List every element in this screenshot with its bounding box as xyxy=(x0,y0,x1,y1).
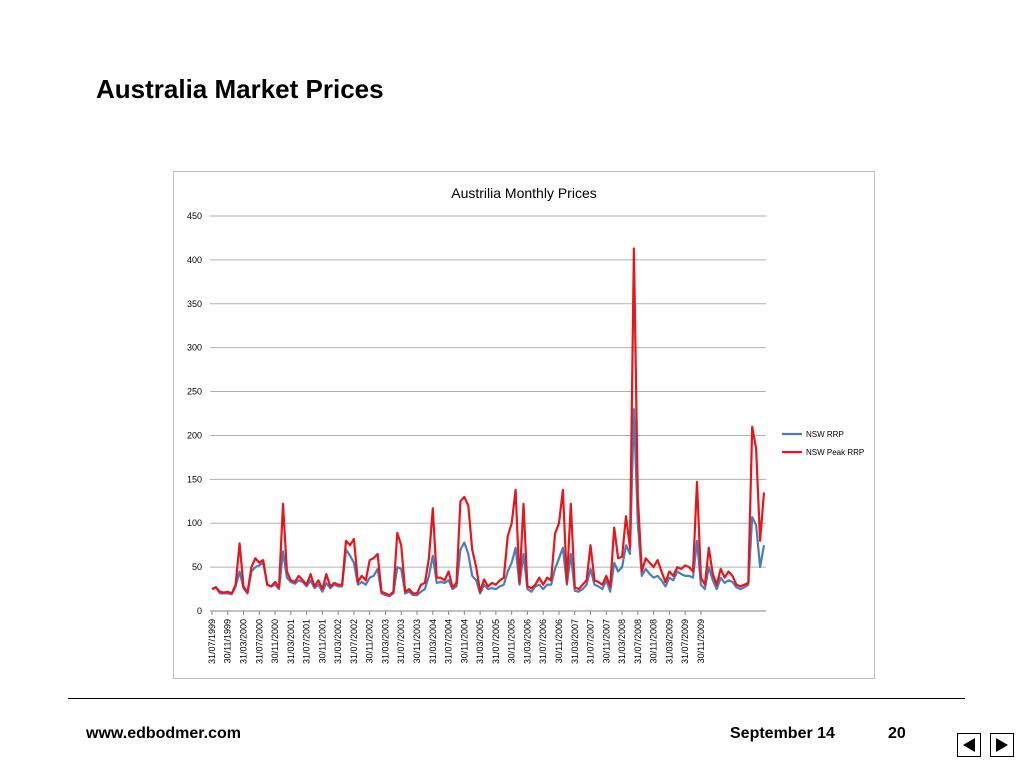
x-tick-label: 31/07/2001 xyxy=(302,619,312,664)
x-axis-ticks: 31/07/1999 30/11/1999 31/03/2000 31/07/2000… xyxy=(207,611,706,664)
x-tick-label: 31/07/2005 xyxy=(491,619,501,664)
x-tick-label: 31/07/2003 xyxy=(396,619,406,664)
chart-gridlines xyxy=(210,215,766,612)
y-tick-label: 400 xyxy=(187,255,202,265)
x-tick-label: 31/07/2004 xyxy=(444,619,454,664)
y-tick-label: 250 xyxy=(187,387,202,397)
x-tick-label: 30/11/2004 xyxy=(459,619,469,663)
series-line-nsw-peak-rrp xyxy=(211,247,766,597)
x-tick-label: 31/07/2008 xyxy=(633,619,643,664)
footer-divider xyxy=(68,698,965,699)
x-tick-label: 30/11/2001 xyxy=(317,619,327,663)
price-line-chart: Austrilia Monthly Prices 0 50 100 150 200 250… xyxy=(187,185,864,664)
next-slide-button[interactable] xyxy=(990,733,1014,757)
slide-title: Australia Market Prices xyxy=(96,74,384,104)
x-tick-label: 30/11/2009 xyxy=(696,619,706,663)
x-tick-label: 31/03/2004 xyxy=(428,619,438,664)
x-tick-label: 31/03/2005 xyxy=(475,619,485,664)
y-tick-label: 50 xyxy=(192,562,202,572)
x-tick-label: 30/11/2005 xyxy=(507,619,517,663)
y-tick-label: 200 xyxy=(187,430,202,440)
legend-label: NSW RRP xyxy=(806,430,844,439)
triangle-right-icon xyxy=(996,738,1008,752)
y-tick-label: 100 xyxy=(187,518,202,528)
x-tick-label: 31/07/2000 xyxy=(254,619,264,664)
chart-title: Austrilia Monthly Prices xyxy=(451,185,597,201)
x-tick-label: 31/03/2000 xyxy=(239,619,249,664)
previous-slide-button[interactable] xyxy=(957,733,981,757)
y-axis-ticks: 0 50 100 150 200 250 300 350 400 450 xyxy=(187,211,202,616)
y-tick-label: 350 xyxy=(187,299,202,309)
x-tick-label: 31/03/2006 xyxy=(522,619,532,664)
x-tick-label: 30/11/2006 xyxy=(554,619,564,663)
x-tick-label: 31/07/2009 xyxy=(680,619,690,664)
chart-frame: Austrilia Monthly Prices 0 50 100 150 200 250… xyxy=(173,171,875,679)
chart-legend: NSW RRP NSW Peak RRP xyxy=(782,430,864,457)
x-tick-label: 31/03/2001 xyxy=(286,619,296,664)
x-tick-label: 31/03/2009 xyxy=(664,619,674,664)
x-tick-label: 31/07/2002 xyxy=(349,619,359,664)
page-number: 20 xyxy=(888,725,906,742)
x-tick-label: 31/03/2003 xyxy=(380,619,390,664)
x-tick-label: 30/11/2003 xyxy=(412,619,422,663)
triangle-left-icon xyxy=(963,738,975,752)
x-tick-label: 30/11/2000 xyxy=(270,619,280,663)
footer-website: www.edbodmer.com xyxy=(86,725,241,742)
y-tick-label: 150 xyxy=(187,474,202,484)
x-tick-label: 30/11/2002 xyxy=(365,619,375,663)
x-tick-label: 30/11/1999 xyxy=(223,619,233,663)
footer-date: September 14 xyxy=(730,725,835,742)
x-tick-label: 31/03/2002 xyxy=(333,619,343,664)
x-tick-label: 31/07/2007 xyxy=(586,619,596,664)
x-tick-label: 31/07/1999 xyxy=(207,619,217,664)
x-tick-label: 31/03/2008 xyxy=(617,619,627,664)
series-line-nsw-rrp xyxy=(211,408,766,598)
chart-series xyxy=(211,247,766,598)
x-tick-label: 31/03/2007 xyxy=(570,619,580,664)
y-tick-label: 0 xyxy=(197,606,202,616)
x-tick-label: 30/11/2008 xyxy=(649,619,659,663)
x-tick-label: 31/07/2006 xyxy=(538,619,548,664)
legend-label: NSW Peak RRP xyxy=(806,448,864,457)
x-tick-label: 30/11/2007 xyxy=(601,619,611,663)
y-tick-label: 300 xyxy=(187,343,202,353)
y-tick-label: 450 xyxy=(187,211,202,221)
